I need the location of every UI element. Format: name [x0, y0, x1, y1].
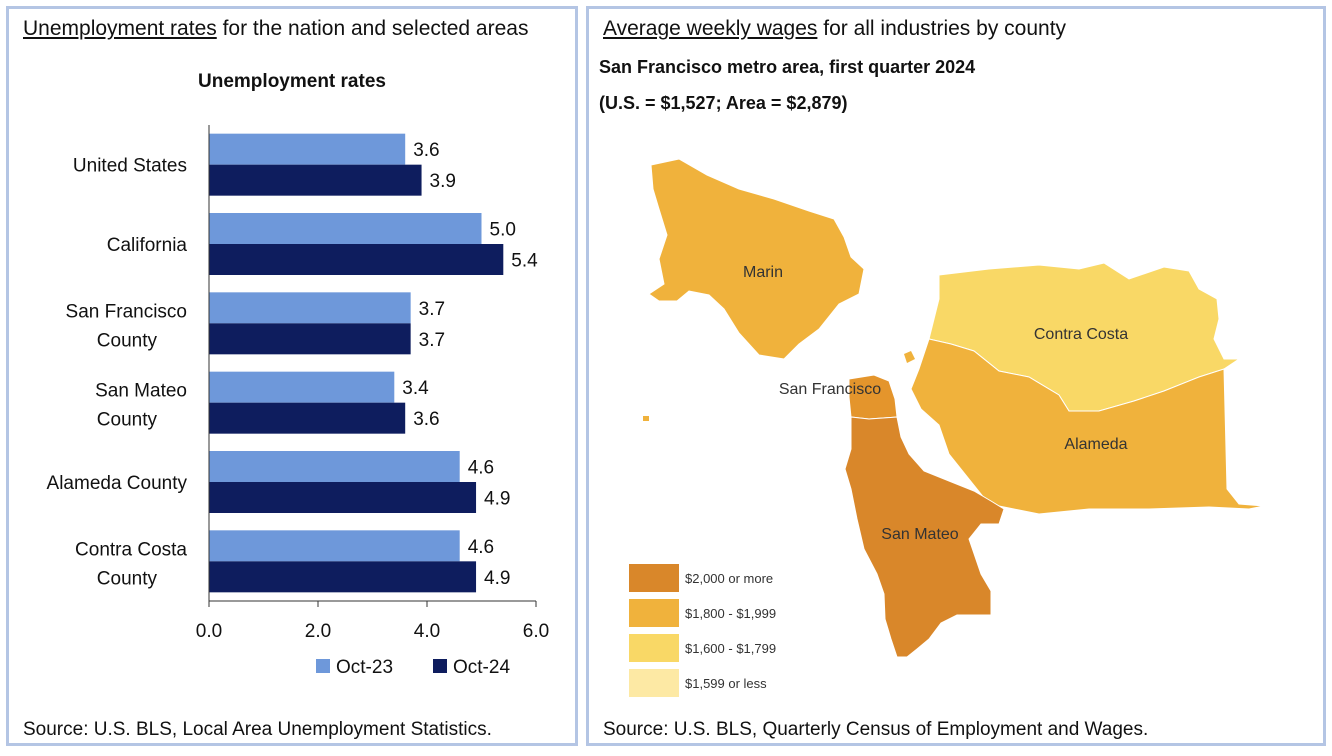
- county-label-marin: Marin: [743, 264, 783, 281]
- bar-oct-23: [209, 133, 406, 165]
- legend-label-1800-1999: $1,800 - $1,999: [685, 606, 776, 621]
- legend-swatch-1800-1999: [629, 599, 679, 627]
- legend-label-2000-plus: $2,000 or more: [685, 571, 773, 586]
- county-label-san-mateo: San Mateo: [881, 526, 958, 543]
- legend-swatch-1599-less: [629, 669, 679, 697]
- category-label: San Francisco: [66, 301, 187, 322]
- bar-oct-24: [209, 482, 477, 513]
- x-tick-label: 0.0: [196, 621, 222, 642]
- category-label: County: [97, 330, 158, 351]
- category-label: Alameda County: [47, 473, 188, 494]
- data-label: 5.0: [490, 220, 516, 241]
- wages-panel-title: Average weekly wages for all industries …: [603, 17, 1066, 41]
- island-shape: [643, 416, 649, 421]
- title-rest: for all industries by county: [817, 17, 1067, 40]
- unemployment-bar-chart: 3.6 3.9 United States 5.0 5.4 California 3.7 3.…: [47, 125, 549, 678]
- legend-swatch-oct-24: [433, 659, 447, 673]
- data-label: 4.9: [484, 489, 510, 510]
- bar-oct-23: [209, 292, 411, 324]
- county-label-san-francisco: San Francisco: [779, 381, 881, 398]
- x-tick-label: 6.0: [523, 621, 549, 642]
- bar-oct-24: [209, 561, 477, 593]
- category-label: County: [97, 568, 158, 589]
- data-label: 3.6: [413, 140, 439, 161]
- map-legend: $2,000 or more $1,800 - $1,999 $1,600 - …: [629, 564, 776, 697]
- bar-oct-23: [209, 451, 460, 482]
- legend-swatch-oct-23: [316, 659, 330, 673]
- category-label: California: [107, 235, 188, 256]
- bar-oct-23: [209, 213, 482, 244]
- bar-oct-24: [209, 164, 422, 196]
- bar-oct-23: [209, 530, 460, 562]
- data-label: 3.7: [419, 299, 445, 320]
- x-tick-label: 2.0: [305, 621, 331, 642]
- map-subtitle: San Francisco metro area, first quarter …: [599, 57, 976, 77]
- data-label: 4.6: [468, 458, 494, 479]
- legend-swatch-1600-1799: [629, 634, 679, 662]
- bar-oct-24: [209, 402, 406, 434]
- island-shape: [904, 351, 915, 363]
- county-marin[interactable]: [648, 158, 865, 360]
- data-label: 4.9: [484, 568, 510, 589]
- unemployment-source: Source: U.S. BLS, Local Area Unemploymen…: [23, 719, 492, 740]
- bar-oct-23: [209, 371, 395, 403]
- map-wage-summary: (U.S. = $1,527; Area = $2,879): [599, 93, 848, 113]
- data-label: 3.7: [419, 330, 445, 351]
- bar-oct-24: [209, 244, 504, 275]
- unemployment-panel-title: Unemployment rates for the nation and se…: [23, 17, 528, 41]
- title-rest: for the nation and selected areas: [216, 17, 529, 40]
- county-alameda[interactable]: [910, 338, 1265, 515]
- title-underlined: Average weekly wages: [603, 17, 818, 40]
- county-map: Marin Contra Costa San Francisco Alameda…: [629, 158, 1265, 697]
- legend-label-oct-23: Oct-23: [336, 657, 393, 678]
- legend-label-1600-1799: $1,600 - $1,799: [685, 641, 776, 656]
- chart-title: Unemployment rates: [198, 71, 386, 92]
- data-label: 3.4: [402, 378, 429, 399]
- county-label-alameda: Alameda: [1064, 436, 1127, 453]
- wages-panel: Average weekly wages for all industries …: [586, 6, 1326, 746]
- county-label-contra-costa: Contra Costa: [1034, 326, 1128, 343]
- data-label: 5.4: [511, 251, 538, 272]
- unemployment-panel: Unemployment rates for the nation and se…: [6, 6, 578, 746]
- title-underlined: Unemployment rates: [23, 17, 217, 40]
- category-label: County: [97, 410, 158, 431]
- data-label: 4.6: [468, 537, 494, 558]
- wages-source: Source: U.S. BLS, Quarterly Census of Em…: [603, 719, 1149, 740]
- legend-swatch-2000-plus: [629, 564, 679, 592]
- legend-label-oct-24: Oct-24: [453, 657, 510, 678]
- legend-label-1599-less: $1,599 or less: [685, 676, 767, 691]
- county-san-mateo[interactable]: [844, 416, 1005, 658]
- category-label: San Mateo: [95, 381, 187, 402]
- category-label: United States: [73, 156, 187, 177]
- data-label: 3.6: [413, 409, 439, 430]
- data-label: 3.9: [430, 171, 456, 192]
- bar-oct-24: [209, 323, 411, 355]
- category-label: Contra Costa: [75, 539, 187, 560]
- x-tick-label: 4.0: [414, 621, 440, 642]
